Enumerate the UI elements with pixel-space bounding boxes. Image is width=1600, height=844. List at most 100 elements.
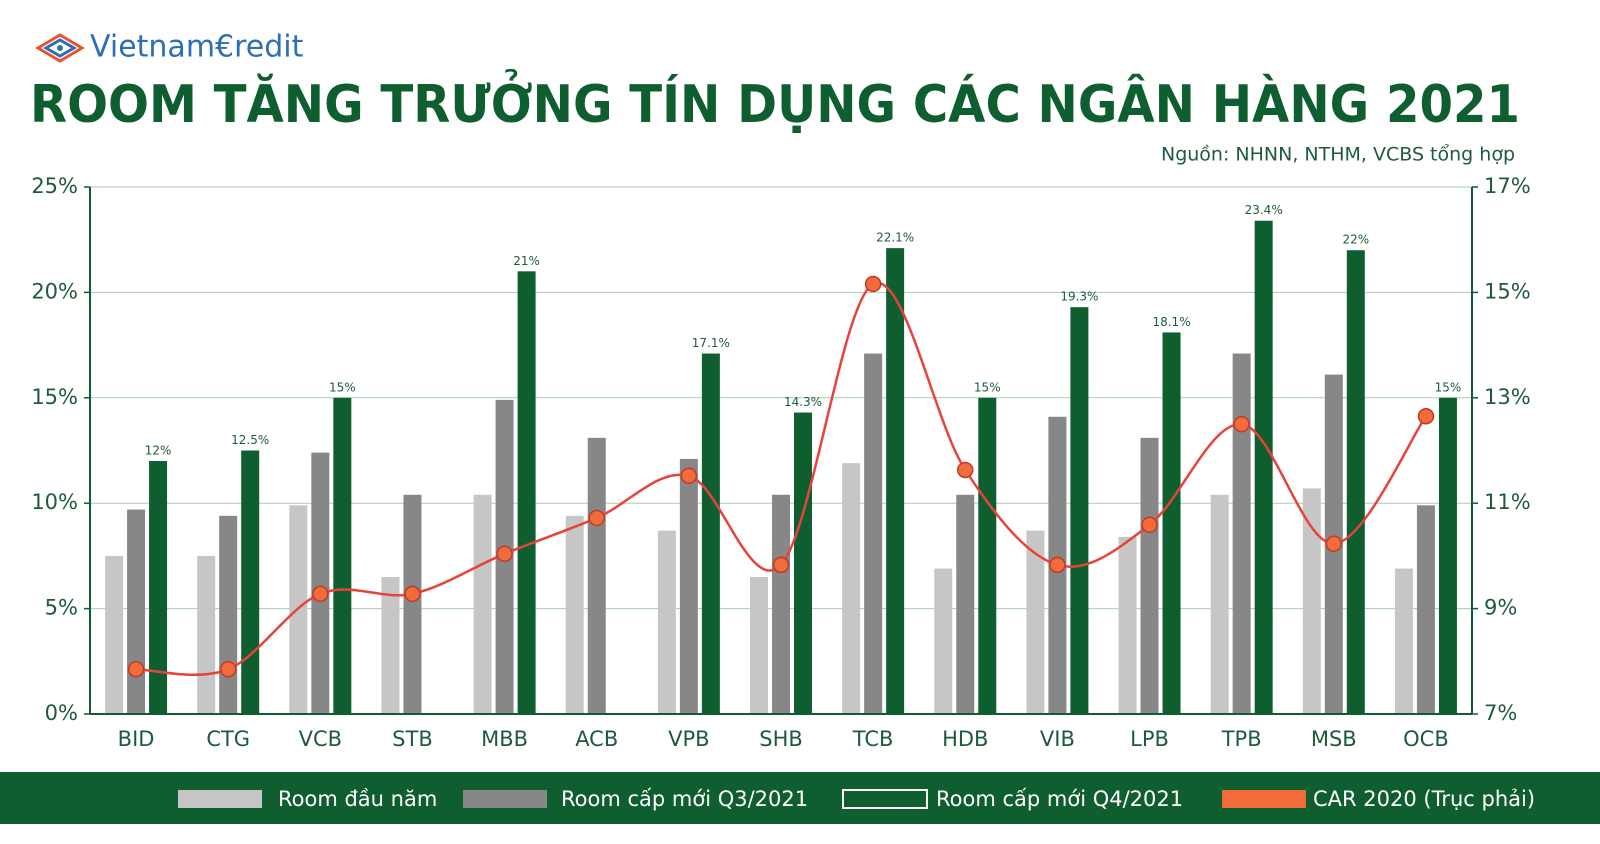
point xyxy=(496,545,513,563)
value-label: 19.3% xyxy=(1060,290,1098,304)
bar xyxy=(1346,250,1365,715)
bar xyxy=(978,397,997,714)
bar xyxy=(956,494,975,714)
x-tick-label: LPB xyxy=(1130,727,1169,751)
bar xyxy=(403,494,422,714)
bar xyxy=(219,515,238,714)
bar xyxy=(750,576,768,714)
value-label: 15% xyxy=(974,380,1001,394)
point xyxy=(312,585,329,603)
value-label: 15% xyxy=(1435,380,1462,394)
logo-icon xyxy=(35,33,85,63)
point xyxy=(219,660,237,678)
value-label: 17.1% xyxy=(692,336,730,350)
bar xyxy=(311,452,330,714)
legend-band xyxy=(0,772,1600,824)
legend-swatch xyxy=(178,790,262,808)
x-tick-label: OCB xyxy=(1403,727,1449,751)
bar xyxy=(587,437,606,714)
bar xyxy=(864,353,883,714)
value-label: 23.4% xyxy=(1245,203,1283,217)
x-tick-label: STB xyxy=(392,727,433,751)
bar xyxy=(381,576,400,714)
brand: Vietnam€redit xyxy=(90,30,304,65)
y-tick-label: 5% xyxy=(45,596,78,620)
bar xyxy=(1416,505,1435,714)
bar xyxy=(1302,488,1321,714)
point xyxy=(588,509,605,527)
x-tick-label: SHB xyxy=(759,727,803,751)
y-tick-label: 0% xyxy=(45,701,78,725)
bar xyxy=(679,458,698,714)
value-label: 22.1% xyxy=(876,231,914,245)
x-tick-label: MSB xyxy=(1311,727,1357,751)
bar xyxy=(473,494,492,714)
point xyxy=(680,467,698,485)
y-tick-label: 25% xyxy=(31,174,78,198)
point xyxy=(772,556,790,574)
bar xyxy=(105,555,124,714)
bar xyxy=(1438,397,1457,714)
x-tick-label: MBB xyxy=(481,727,528,751)
y2-tick-label: 7% xyxy=(1484,701,1517,725)
value-label: 18.1% xyxy=(1152,315,1190,329)
x-tick-label: TCB xyxy=(852,727,894,751)
y-tick-label: 20% xyxy=(31,279,78,303)
bar xyxy=(517,271,536,714)
x-tick-label: BID xyxy=(118,727,155,751)
y2-tick-label: 13% xyxy=(1484,385,1531,409)
value-label: 22% xyxy=(1342,233,1369,247)
point xyxy=(864,275,882,293)
bar xyxy=(701,353,720,714)
legend-swatch xyxy=(1222,790,1306,808)
bar xyxy=(772,494,790,714)
bar xyxy=(127,509,146,714)
y2-tick-label: 17% xyxy=(1484,174,1531,198)
bar xyxy=(1026,530,1045,714)
bar xyxy=(794,412,812,714)
x-tick-label: VIB xyxy=(1040,727,1075,751)
x-tick-label: CTG xyxy=(206,727,250,751)
legend-label: CAR 2020 (Trục phải) xyxy=(1313,787,1535,811)
bar xyxy=(1118,536,1137,714)
point xyxy=(1141,516,1158,534)
bar xyxy=(197,555,216,714)
bar xyxy=(1394,568,1413,714)
legend-label: Room đầu năm xyxy=(278,787,437,811)
subtitle: Nguồn: NHNN, NTHM, VCBS tổng hợp xyxy=(1161,144,1515,166)
bar xyxy=(1254,220,1273,714)
legend-label: Room cấp mới Q3/2021 xyxy=(561,787,808,811)
x-tick-label: TPB xyxy=(1221,727,1262,751)
point xyxy=(957,461,974,479)
legend-swatch xyxy=(842,789,928,809)
bar xyxy=(333,397,352,714)
value-label: 15% xyxy=(329,380,356,394)
point xyxy=(404,585,421,603)
value-label: 14.3% xyxy=(784,395,822,409)
legend-swatch xyxy=(463,790,547,808)
bar xyxy=(934,568,953,714)
bar xyxy=(1232,353,1251,714)
value-label: 12% xyxy=(145,444,172,458)
y-tick-label: 10% xyxy=(31,490,78,514)
y2-tick-label: 9% xyxy=(1484,596,1517,620)
bar xyxy=(886,248,905,714)
bar xyxy=(241,450,260,714)
bar xyxy=(565,515,584,714)
value-label: 21% xyxy=(513,254,540,268)
y-tick-label: 15% xyxy=(31,385,78,409)
line xyxy=(136,281,1427,676)
bar xyxy=(1162,332,1181,714)
point xyxy=(1233,415,1250,433)
chart-title: ROOM TĂNG TRƯỞNG TÍN DỤNG CÁC NGÂN HÀNG … xyxy=(30,68,1520,135)
x-tick-label: VPB xyxy=(668,727,709,751)
y2-tick-label: 15% xyxy=(1484,279,1531,303)
x-tick-label: ACB xyxy=(575,727,618,751)
point xyxy=(1325,535,1343,553)
x-tick-label: VCB xyxy=(299,727,342,751)
bar xyxy=(1210,494,1229,714)
point xyxy=(127,660,145,678)
point xyxy=(1049,556,1066,574)
